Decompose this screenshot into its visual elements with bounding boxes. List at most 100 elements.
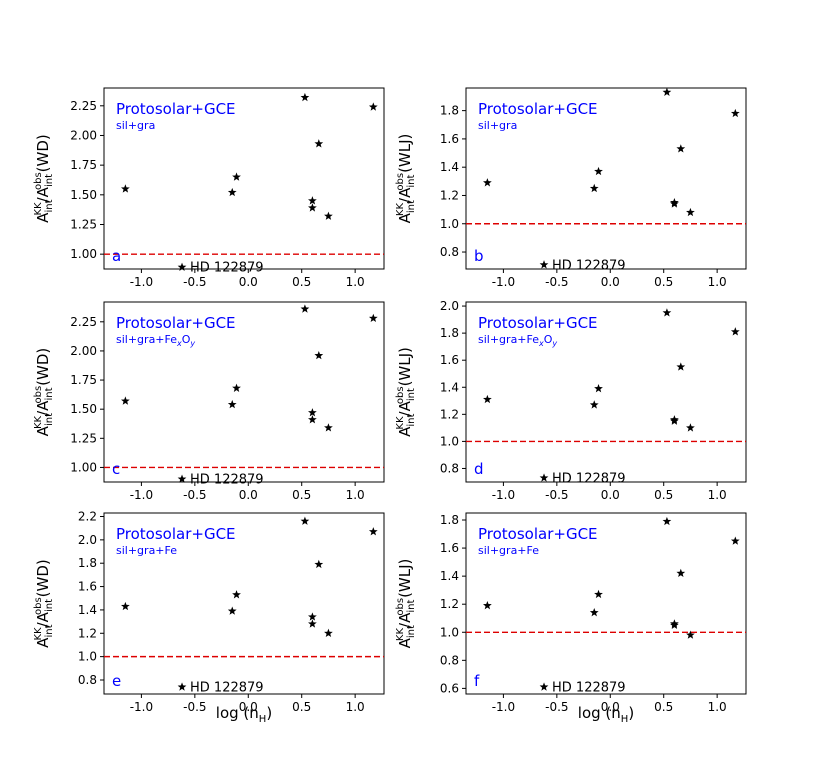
data-point: [121, 601, 130, 611]
panel-label: e: [112, 672, 121, 690]
highlight-point: [177, 682, 187, 691]
data-point: [227, 606, 237, 615]
data-point: [308, 196, 317, 205]
axes-frame: [103, 512, 385, 695]
y-axis-label: AintKK/Aintobs(WD): [33, 134, 55, 223]
data-point: [730, 327, 740, 336]
data-point: [368, 313, 378, 323]
point-annotation: HD 122879: [190, 473, 264, 488]
x-tick-label: 0.5: [292, 275, 311, 289]
data-point: [314, 139, 324, 148]
x-tick-label: 0.0: [601, 488, 620, 502]
data-point: [686, 207, 695, 217]
panel-a: -1.0 -0.5 0.0 0.5 1.0 1.00 1.25 1.50 1.75 2.00 2.2…: [33, 87, 385, 289]
x-tick-label: -1.0: [492, 700, 515, 714]
y-tick-label: 1.4: [440, 380, 459, 394]
data-point: [300, 304, 310, 313]
y-tick-label: 1.8: [440, 513, 459, 527]
axes-frame: [103, 87, 385, 270]
panel-label: a: [112, 247, 121, 265]
data-point: [368, 527, 378, 536]
x-tick-label: 0.0: [601, 700, 620, 714]
y-tick-label: 2.00: [70, 128, 97, 142]
y-tick-label: 1.0: [440, 434, 459, 448]
data-point: [308, 415, 317, 424]
y-tick-label: 1.2: [440, 188, 459, 202]
y-tick-label: 1.8: [78, 556, 97, 570]
x-tick-label: 0.5: [292, 700, 311, 714]
data-point: [121, 396, 130, 405]
y-tick-label: 1.4: [78, 603, 97, 617]
data-point: [483, 394, 492, 404]
data-point: [324, 628, 333, 637]
y-tick-label: 1.75: [70, 158, 97, 172]
point-annotation: HD 122879: [552, 258, 626, 273]
panel-subtitle: sil+gra+Fe: [116, 544, 177, 557]
y-tick-label: 2.0: [440, 299, 459, 313]
data-point: [308, 619, 317, 628]
data-point: [232, 383, 241, 392]
panel-subtitle: sil+gra: [116, 119, 155, 132]
panel-title: Protosolar+GCE: [478, 100, 598, 118]
data-point: [676, 568, 686, 578]
panel-label: c: [112, 460, 120, 478]
data-point: [589, 608, 599, 617]
y-tick-label: 1.25: [70, 217, 97, 231]
data-point: [324, 423, 333, 432]
data-point: [594, 589, 603, 599]
y-tick-label: 1.50: [70, 188, 97, 202]
y-tick-label: 0.8: [440, 653, 459, 667]
y-tick-label: 1.2: [78, 626, 97, 640]
y-tick-label: 1.4: [440, 160, 459, 174]
data-point: [662, 87, 672, 96]
highlight-point: [539, 260, 549, 269]
y-tick-label: 1.0: [78, 650, 97, 664]
y-tick-label: 0.6: [440, 681, 459, 695]
x-tick-label: 1.0: [346, 700, 365, 714]
panel-title: Protosolar+GCE: [478, 525, 598, 543]
data-point: [324, 211, 333, 220]
point-annotation: HD 122879: [190, 261, 264, 276]
data-point: [232, 172, 241, 181]
y-axis-label: AintKK/Aintobs(WD): [33, 348, 55, 437]
x-tick-label: 0.5: [292, 488, 311, 502]
data-point: [300, 516, 310, 525]
x-axis-label: log (nH): [578, 704, 634, 725]
panel-title: Protosolar+GCE: [116, 314, 236, 332]
data-point: [308, 203, 317, 212]
y-tick-label: 1.00: [70, 247, 97, 261]
y-tick-label: 0.8: [78, 673, 97, 687]
axes-frame: [103, 301, 385, 483]
highlight-point: [177, 262, 187, 271]
data-point: [686, 630, 695, 639]
x-tick-label: -1.0: [130, 488, 153, 502]
x-tick-label: -1.0: [130, 275, 153, 289]
y-tick-label: 1.50: [70, 402, 97, 416]
data-point: [594, 166, 603, 176]
x-tick-label: -1.0: [492, 275, 515, 289]
x-tick-label: 0.0: [239, 488, 258, 502]
y-tick-label: 1.8: [440, 326, 459, 340]
panel-label: f: [474, 672, 480, 690]
panel-label: b: [474, 247, 484, 265]
y-axis-label: AintKK/Aintobs(WLJ): [395, 347, 417, 437]
x-tick-label: -0.5: [183, 488, 206, 502]
data-point: [227, 399, 237, 409]
data-point: [314, 559, 324, 569]
point-annotation: HD 122879: [552, 680, 626, 695]
data-point: [686, 423, 695, 432]
x-tick-label: 0.0: [239, 700, 258, 714]
data-point: [483, 178, 492, 187]
y-tick-label: 1.4: [440, 569, 459, 583]
x-tick-label: -0.5: [545, 275, 568, 289]
y-tick-label: 1.6: [440, 541, 459, 555]
data-point: [589, 183, 599, 193]
axes-frame: [465, 512, 747, 695]
panel-title: Protosolar+GCE: [116, 525, 236, 543]
x-tick-label: 0.5: [654, 488, 673, 502]
y-tick-label: 0.8: [440, 461, 459, 475]
highlight-point: [539, 682, 549, 691]
x-tick-label: 1.0: [708, 488, 727, 502]
x-tick-label: 0.5: [654, 700, 673, 714]
panel-title: Protosolar+GCE: [116, 100, 236, 118]
